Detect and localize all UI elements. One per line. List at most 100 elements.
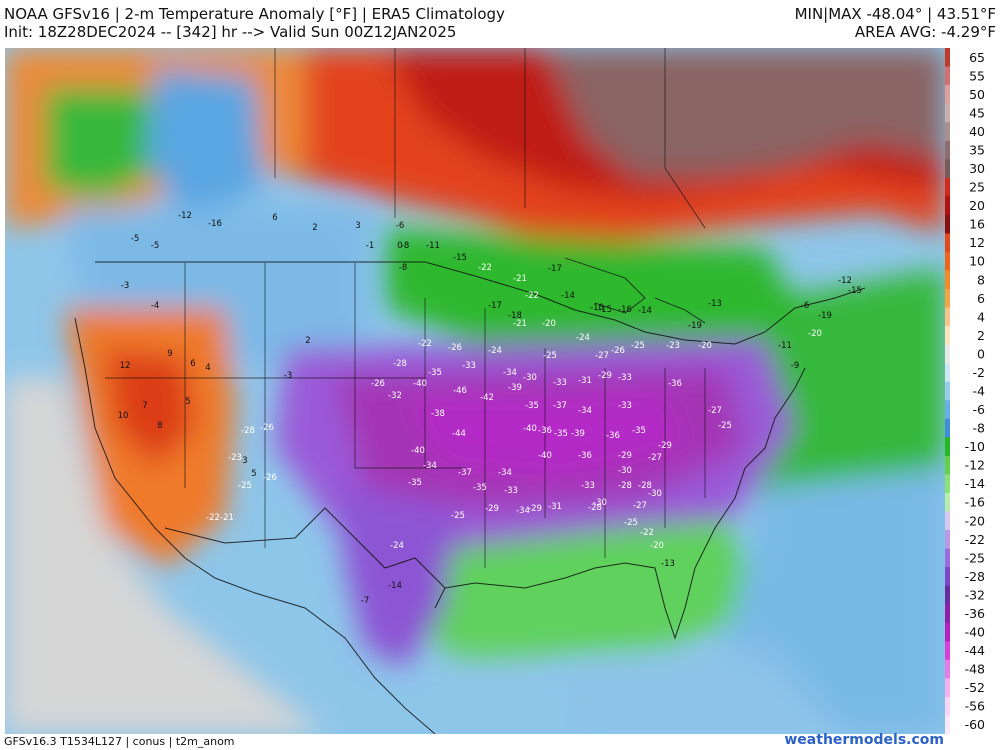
anomaly-value-label: -36 [668,379,682,389]
anomaly-field [5,48,945,734]
colorbar-tick-label: -14 [965,476,985,491]
anomaly-value-label: -35 [408,478,422,488]
anomaly-value-label: -34 [516,506,530,516]
anomaly-value-label: -23 [666,341,680,351]
anomaly-value-label: -25 [543,351,557,361]
anomaly-value-label: -9 [791,361,799,371]
anomaly-value-label: -34 [503,368,517,378]
anomaly-value-label: -1 [366,241,374,251]
anomaly-value-label: 5 [185,397,190,407]
site-link[interactable]: weathermodels.com [784,732,944,748]
colorbar-tick-label: -16 [965,495,985,510]
colorbar-swatch [945,567,950,587]
anomaly-value-label: -40 [523,424,537,434]
anomaly-value-label: -30 [593,498,607,508]
anomaly-value-label: -8 [399,263,407,273]
anomaly-value-label: -29 [598,371,612,381]
anomaly-value-label: -16 [208,219,222,229]
colorbar-tick-label: -12 [965,458,985,473]
anomaly-value-label: 7 [142,401,147,411]
anomaly-value-label: -40 [411,446,425,456]
anomaly-value-label: -14 [388,581,402,591]
anomaly-value-label: -37 [458,468,472,478]
anomaly-value-label: 5 [251,469,256,479]
colorbar-tick-label: -6 [973,402,986,417]
anomaly-value-label: -36 [606,431,620,441]
anomaly-value-label: -33 [581,481,595,491]
anomaly-value-label: -15 [598,305,612,315]
anomaly-value-label: -30 [618,466,632,476]
anomaly-value-label: -42 [480,393,494,403]
anomaly-value-label: -20 [698,341,712,351]
colorbar-swatch [945,103,950,123]
colorbar-tick-label: -8 [973,421,986,436]
anomaly-value-label: -28 [588,503,602,513]
colorbar-tick-label: 16 [969,217,985,232]
colorbar-swatch [945,585,950,605]
anomaly-value-label: -33 [504,486,518,496]
anomaly-value-label: -40 [538,451,552,461]
anomaly-value-label: -35 [428,368,442,378]
anomaly-value-label: -33 [618,401,632,411]
colorbar-swatch [945,196,950,216]
anomaly-value-label: -22 [418,339,432,349]
anomaly-value-label: -25 [624,518,638,528]
colorbar-tick-label: 45 [969,105,985,120]
anomaly-value-label: -29 [618,451,632,461]
anomaly-value-label: -20 [808,329,822,339]
anomaly-value-label: -3 [121,281,129,291]
anomaly-value-label: -22 [525,291,539,301]
anomaly-value-label: -22 [478,263,492,273]
anomaly-value-label: -30 [523,373,537,383]
anomaly-value-label: -12 [178,211,192,221]
anomaly-value-label: -15 [453,253,467,263]
colorbar-swatch [945,548,950,568]
colorbar-tick-label: -56 [965,699,985,714]
anomaly-value-label: -6 [801,301,809,311]
anomaly-value-label: -17 [548,264,562,274]
colorbar-swatch [945,492,950,513]
min-max-readout: MIN|MAX -48.04° | 43.51°F [794,5,996,23]
anomaly-value-label: -7 [361,596,369,606]
colorbar-tick-label: -2 [973,365,985,380]
anomaly-value-label: -26 [260,423,274,433]
anomaly-value-label: -14 [638,306,652,316]
anomaly-value-label: -16 [590,303,604,313]
anomaly-value-label: -25 [631,341,645,351]
colorbar-tick-label: 4 [977,309,985,324]
anomaly-value-label: -28 [241,426,255,436]
colorbar-swatch [945,344,950,364]
anomaly-value-label: -22 [206,513,220,523]
anomaly-value-label: 9 [167,349,172,359]
anomaly-value-label: -27 [595,351,609,361]
anomaly-value-label: 6 [272,213,277,223]
anomaly-value-label: -13 [708,299,722,309]
colorbar-swatch [945,437,950,457]
anomaly-value-label: -17 [488,301,502,311]
anomaly-value-label: -35 [632,426,646,436]
colorbar-swatch [945,48,950,68]
colorbar-tick-label: 0 [977,346,985,361]
anomaly-value-label: -13 [661,559,675,569]
map-title: NOAA GFSv16 | 2-m Temperature Anomaly [°… [4,5,505,23]
colorbar-tick-label: -40 [965,625,985,640]
colorbar-tick-label: 8 [977,272,985,287]
colorbar-swatch [945,140,950,160]
colorbar-tick-label: 6 [977,291,985,306]
anomaly-value-label: -39 [508,383,522,393]
anomaly-value-label: -28 [393,359,407,369]
colorbar-tick-label: 2 [977,328,985,343]
anomaly-value-label: -5 [151,241,159,251]
area-average-readout: AREA AVG: -4.29°F [854,23,996,41]
anomaly-value-label: -37 [553,401,567,411]
anomaly-value-label: -29 [485,504,499,514]
colorbar-swatch [945,251,950,271]
anomaly-value-label: -35 [525,401,539,411]
anomaly-value-label: 0 [397,241,402,251]
anomaly-value-label: 12 [120,361,131,371]
colorbar-tick-label: -4 [973,384,986,399]
anomaly-value-label: -27 [708,406,722,416]
colorbar-swatches: 65555045403530252016121086420-2-4-6-8-10… [945,48,986,735]
